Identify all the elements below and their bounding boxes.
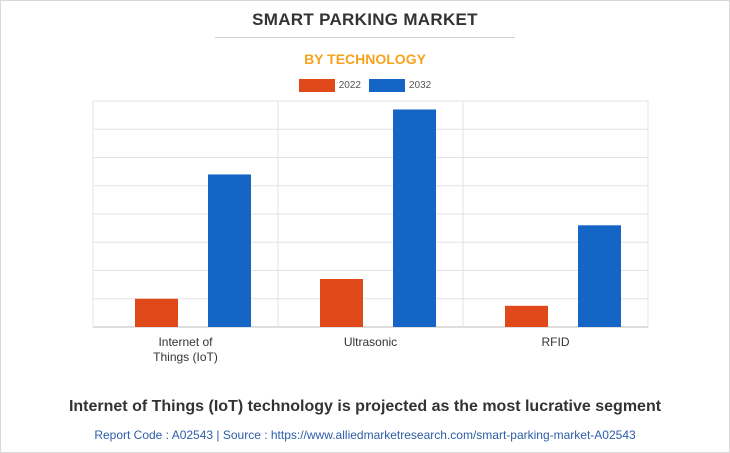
x-tick-label: Ultrasonic [344,335,397,349]
legend-item-2022: 2022 [298,79,361,92]
bar-2032-2 [578,225,621,327]
chart-legend: 2022 2032 [0,79,730,92]
x-tick-label: Internet of Things (IoT) [153,335,218,364]
bar-2022-1 [320,278,363,327]
bar-2022-2 [505,305,548,327]
chart-title: SMART PARKING MARKET [252,10,478,29]
legend-label-2032: 2032 [409,80,432,91]
bar-2032-0 [208,174,251,327]
legend-item-2032: 2032 [369,79,431,92]
title-divider [215,37,515,38]
legend-swatch-2022 [298,79,335,92]
x-tick-label: RFID [542,335,570,349]
chart-caption: Internet of Things (IoT) technology is p… [68,398,662,415]
bar-2022-0 [135,298,178,327]
chart-subtitle: BY TECHNOLOGY [304,51,426,67]
bar-2032-1 [393,109,436,327]
source-line: Report Code : A02543 | Source : https://… [94,428,636,442]
legend-label-2022: 2022 [338,80,361,91]
legend-swatch-2032 [369,79,405,92]
